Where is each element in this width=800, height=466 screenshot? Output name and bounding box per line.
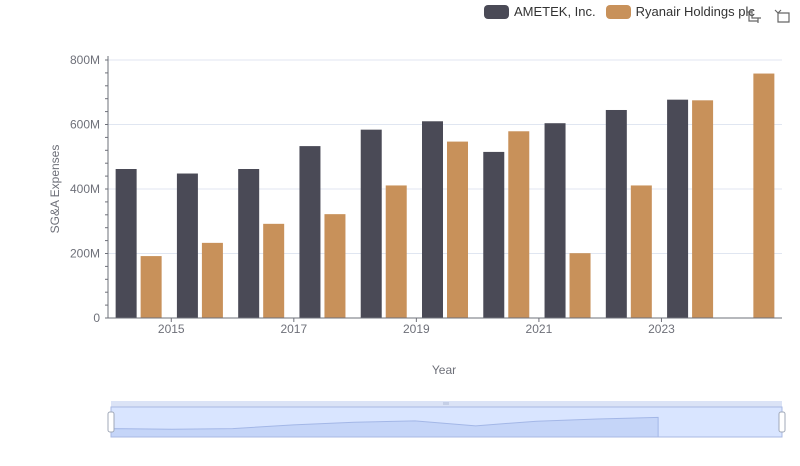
x-tick-label: 2017 — [280, 322, 307, 336]
zoom-handle-left — [107, 411, 115, 433]
legend-swatch-ametek — [484, 4, 509, 19]
restore-icon[interactable] — [774, 6, 792, 24]
x-tick-label: 2021 — [526, 322, 553, 336]
bar-ryanair-2015 — [201, 242, 223, 318]
bar-ametek-2022 — [605, 109, 627, 318]
bar-ryanair-2014 — [140, 256, 162, 318]
x-tick-label: 2019 — [403, 322, 430, 336]
x-tick-label: 2015 — [158, 322, 185, 336]
x-axis-title: Year — [432, 363, 456, 377]
zoom-handle-right — [778, 411, 786, 433]
y-axis-title: SG&A Expenses — [48, 145, 62, 234]
bar-ryanair-2019 — [447, 141, 468, 318]
y-tick-label: 400M — [70, 182, 100, 196]
bar-ryanair-2017 — [324, 214, 346, 318]
y-tick-label: 600M — [70, 118, 100, 132]
zoom-preview-area — [110, 416, 659, 438]
bar-ryanair-2022 — [630, 185, 652, 318]
legend-swatch-ryanair — [605, 4, 631, 19]
axes — [107, 56, 782, 322]
y-tick-label: 0 — [93, 311, 100, 325]
y-tick-label: 200M — [70, 247, 100, 261]
bar-ametek-2015 — [176, 173, 198, 318]
bar-ryanair-2016 — [263, 223, 285, 318]
bar-ametek-2018 — [360, 129, 382, 318]
zoom-selection — [110, 406, 783, 438]
y-tick-label: 800M — [70, 53, 100, 67]
tick-labels: 0 200M 400M 600M 800M 2015 2017 2019 2021 2023 — [70, 53, 675, 336]
bar-ryanair-2023 — [692, 100, 714, 318]
bar-ryanair-2021 — [569, 253, 591, 318]
bar-ametek-2014 — [115, 169, 137, 318]
zoom-drag-grip — [443, 402, 449, 405]
bar-ryanair-2024 — [753, 73, 775, 318]
chart-toolbox — [746, 6, 792, 24]
bar-ryanair-2020 — [508, 131, 530, 318]
bar-ametek-2023 — [667, 99, 689, 318]
bar-ametek-2020 — [483, 151, 505, 318]
legend-item-ametek[interactable]: AMETEK, Inc. — [484, 4, 596, 19]
legend-label-ametek: AMETEK, Inc. — [514, 4, 596, 19]
bar-ametek-2016 — [238, 169, 260, 318]
bar-ametek-2019 — [422, 121, 443, 319]
bar-series — [115, 73, 775, 319]
bar-ryanair-2018 — [385, 185, 407, 318]
legend-label-ryanair: Ryanair Holdings plc — [635, 4, 755, 19]
data-zoom-slider[interactable] — [107, 401, 786, 438]
bar-ametek-2017 — [299, 146, 321, 318]
zoom-select-icon[interactable] — [746, 6, 764, 24]
legend: AMETEK, Inc. Ryanair Holdings plc — [484, 4, 755, 19]
bar-ametek-2021 — [544, 123, 566, 319]
x-tick-label: 2023 — [648, 322, 675, 336]
legend-item-ryanair[interactable]: Ryanair Holdings plc — [605, 4, 755, 19]
